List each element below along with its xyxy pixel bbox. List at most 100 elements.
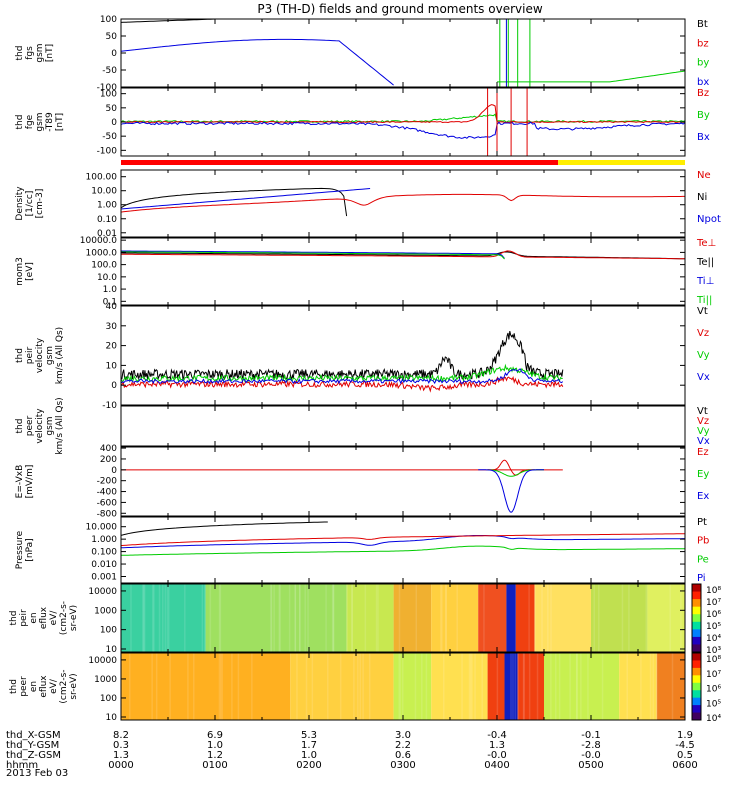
mode-bar-segment: [558, 160, 685, 165]
spectrogram-streak: [273, 584, 275, 652]
y-tick-label: 0.100: [91, 548, 117, 558]
coord-row-value: 1.2: [207, 750, 223, 761]
y-tick-label: 100: [100, 15, 117, 25]
spectrogram-band: [517, 653, 544, 720]
panel-pressure: Pressure [nPa] 10.000 1.000 0.100 0.010 0.001 P…: [15, 516, 709, 584]
spectrogram-streak: [325, 584, 327, 652]
coord-row-value: -0.0: [581, 750, 601, 761]
spectrogram-streak: [201, 584, 204, 652]
spectrogram-streak: [680, 584, 682, 652]
panel-density: Density [1/cc] [cm-3] 100.00 10.00 1.00 0.10 0.…: [15, 169, 721, 239]
spectrogram-streak: [296, 653, 298, 720]
spectrogram-streak: [164, 584, 167, 652]
y-label-fgs: gsm: [35, 43, 45, 62]
colorbar-tick-label: 10⁶: [706, 610, 721, 620]
spectrogram-band: [393, 584, 432, 652]
y-tick-label: 0.001: [91, 572, 117, 582]
y-tick-label: 50: [106, 104, 118, 114]
spectrogram-streak: [158, 584, 161, 652]
y-tick-label: -50: [102, 132, 117, 142]
y-tick-label: 10000.0: [80, 236, 117, 246]
series-Te-perp: [121, 250, 685, 260]
y-tick-label: 10.0: [97, 273, 117, 283]
series-Ne: [121, 193, 685, 213]
spectrogram-streak: [305, 653, 308, 720]
y-tick-label: 100.0: [91, 261, 117, 271]
spectrogram-streak: [576, 653, 578, 720]
colorbar-frame: [691, 583, 702, 653]
y-label-peir_eflux: eV/: [49, 610, 59, 626]
legend-pressure: Pb: [697, 536, 709, 547]
spectrogram-streak: [445, 584, 448, 652]
spectrogram-streak: [162, 584, 164, 652]
y-tick-label: -100: [97, 146, 118, 156]
x-unit-label: hhmm: [6, 760, 38, 771]
spectrogram-band: [346, 584, 394, 652]
spectrogram-streak: [445, 584, 447, 652]
spectrogram-streak: [279, 584, 281, 652]
spectrogram-band: [121, 653, 291, 720]
spectrogram-streak: [587, 653, 589, 720]
spectrogram-band: [205, 584, 347, 652]
coord-row-value: 1.9: [677, 730, 693, 741]
coord-row-value: 1.7: [301, 740, 317, 751]
y-tick-label: 100.00: [86, 173, 118, 183]
panel-frame: [120, 169, 686, 238]
spectrogram-streak: [469, 653, 472, 720]
spectrogram-streak: [541, 584, 543, 652]
spectrogram-band: [656, 653, 685, 720]
spectrogram-streak: [522, 653, 525, 720]
y-tick-label: 10: [106, 645, 118, 655]
colorbar-segment: [692, 697, 701, 706]
y-label-peer_eflux: eflux: [39, 675, 49, 698]
spectrogram-streak: [353, 653, 355, 720]
y-tick-label: 10000: [88, 656, 117, 666]
colorbar-segment: [692, 690, 701, 699]
spectrogram-band: [290, 653, 394, 720]
legend-peir_vel: Vt: [697, 306, 708, 317]
y-tick-label: 1.00: [97, 201, 117, 211]
y-label-peir_eflux: eflux: [39, 606, 49, 629]
spectrogram-streak: [456, 584, 458, 652]
spectrogram-streak: [528, 584, 530, 652]
y-tick-label: 1.000: [91, 535, 117, 545]
y-label-peir_eflux: sr-eV): [69, 605, 79, 631]
legend-temp: Ti⊥: [696, 276, 714, 287]
spectrogram-streak: [357, 653, 359, 720]
spectrogram-streak: [399, 653, 402, 720]
spectrogram-streak: [332, 584, 335, 652]
series-Ex: [478, 469, 544, 513]
panel-fgs: thd fgs gsm [nT] 100 50 0 -50 -100 Bt bz by bx: [15, 15, 709, 93]
y-label-pressure: Pressure: [15, 530, 25, 569]
y-tick-label: 20: [106, 342, 118, 352]
figure-title: P3 (TH-D) fields and ground moments over…: [257, 2, 542, 16]
colorbar-tick-label: 10⁵: [706, 622, 721, 632]
coord-row-value: -0.1: [581, 730, 601, 741]
spectrogram-streak: [151, 653, 153, 720]
spectrogram-streak: [311, 653, 314, 720]
spectrogram-band: [121, 584, 206, 652]
y-label-efield: [mV/m]: [25, 465, 35, 499]
spectrogram-streak: [219, 653, 222, 720]
colorbar-segment: [692, 682, 701, 691]
x-tick-label: 0300: [390, 760, 415, 771]
spectrogram-streak: [251, 653, 253, 720]
panel-plot-peir_eflux: [121, 584, 685, 652]
legend-pressure: Pe: [697, 554, 709, 565]
colorbar-tick-label: 10⁵: [706, 699, 721, 709]
spectrogram-streak: [362, 653, 364, 720]
spectrogram-streak: [142, 584, 144, 652]
y-tick-label: -400: [97, 488, 118, 498]
y-label-peer_vel: thd: [15, 419, 25, 434]
legend-efield: Ez: [697, 447, 709, 458]
spectrogram-band: [515, 584, 535, 652]
spectrogram-band: [504, 653, 518, 720]
series-Pb: [121, 533, 685, 547]
legend-density: Ne: [697, 170, 711, 181]
series-Ti-par: [121, 251, 505, 260]
spectrogram-streak: [474, 653, 476, 720]
spectrogram-streak: [441, 584, 443, 652]
colorbar-segment: [692, 584, 701, 593]
y-tick-label: 10: [106, 713, 118, 723]
spectrogram-streak: [534, 584, 536, 652]
